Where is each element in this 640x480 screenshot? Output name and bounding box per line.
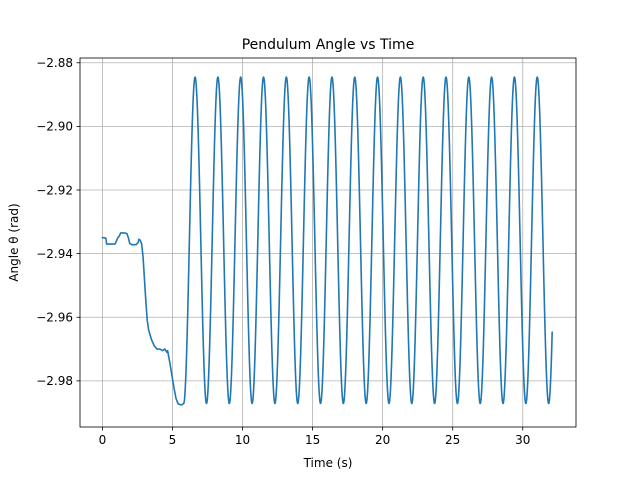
x-tick-label-4: 20 xyxy=(375,433,390,447)
axes-frame xyxy=(79,57,577,428)
y-axis-label: Angle θ (rad) xyxy=(7,203,21,281)
y-tick-label-0: −2.88 xyxy=(36,56,73,70)
y-tick-label-2: −2.92 xyxy=(36,183,73,197)
plot-area xyxy=(80,58,576,427)
x-tick-label-1: 5 xyxy=(169,433,177,447)
y-tick-label-4: −2.96 xyxy=(36,311,73,325)
x-tick-label-6: 30 xyxy=(515,433,530,447)
chart-title: Pendulum Angle vs Time xyxy=(242,37,415,53)
x-axis-label: Time (s) xyxy=(303,456,353,470)
x-tick-label-5: 25 xyxy=(445,433,460,447)
series-line-0 xyxy=(101,76,553,406)
x-tick-label-2: 10 xyxy=(235,433,250,447)
x-tick-label-3: 15 xyxy=(305,433,320,447)
y-tick-label-3: −2.94 xyxy=(36,247,73,261)
y-tick-label-5: −2.98 xyxy=(36,374,73,388)
y-tick-label-1: −2.90 xyxy=(36,120,73,134)
x-tick-label-0: 0 xyxy=(99,433,107,447)
